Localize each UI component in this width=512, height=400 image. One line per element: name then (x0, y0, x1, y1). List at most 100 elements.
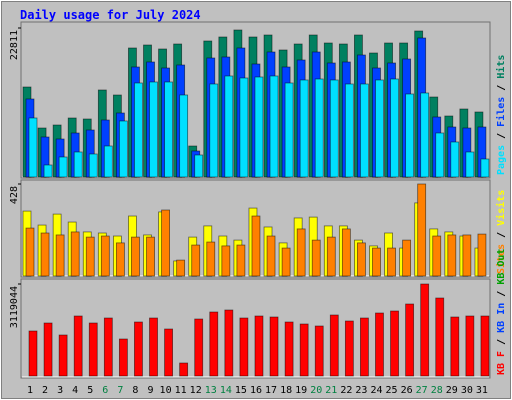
bar (134, 82, 143, 178)
legend-separator: / (496, 333, 507, 351)
bar (239, 317, 249, 377)
bar (28, 117, 38, 178)
y-tick-label: 22811 (9, 30, 20, 60)
legend-entry: KB Out (496, 249, 507, 285)
bar (432, 235, 442, 277)
bar (344, 320, 354, 377)
bar (209, 311, 219, 377)
x-tick-label: 16 (250, 385, 262, 396)
bar (194, 154, 204, 178)
bar (25, 227, 35, 277)
bar (314, 78, 324, 178)
legend-separator: / (496, 285, 507, 303)
bar (149, 317, 158, 377)
x-tick-label: 19 (295, 385, 307, 396)
legend-separator: / (496, 79, 507, 97)
bar (115, 242, 125, 277)
x-tick-label: 13 (205, 385, 217, 396)
x-tick-label: 22 (340, 385, 352, 396)
bar (236, 244, 246, 277)
bar (43, 164, 53, 178)
bar (405, 303, 415, 377)
bar (40, 232, 50, 277)
bar (43, 322, 53, 377)
x-tick-label: 1 (27, 385, 33, 396)
bar (191, 244, 201, 277)
x-tick-label: 27 (416, 385, 428, 396)
x-tick-label: 14 (220, 385, 232, 396)
x-tick-label: 10 (160, 385, 172, 396)
legend-entry: Hits (495, 55, 507, 79)
bar (134, 321, 143, 377)
x-tick-label: 20 (310, 385, 322, 396)
x-tick-label: 7 (117, 385, 123, 396)
legend-entry: Sites (495, 244, 507, 274)
legend-entry: Visits (495, 190, 507, 226)
bar (269, 75, 279, 178)
x-tick-label: 3 (57, 385, 63, 396)
chart-title: Daily usage for July 2024 (20, 8, 201, 22)
bar (450, 141, 460, 178)
bar (73, 315, 83, 377)
x-tick-label: 30 (461, 385, 473, 396)
bar (73, 151, 83, 178)
bar (179, 362, 189, 377)
x-tick-label: 2 (42, 385, 48, 396)
bar (161, 209, 170, 277)
bar (85, 236, 95, 277)
bar (480, 158, 490, 178)
bar (164, 328, 173, 377)
bar (477, 233, 487, 277)
x-tick-label: 26 (401, 385, 413, 396)
bar (375, 312, 384, 377)
bar (224, 75, 234, 178)
legend-separator: / (496, 127, 507, 145)
bar (375, 79, 384, 178)
bar (164, 81, 173, 178)
x-tick-label: 28 (431, 385, 443, 396)
legend-entry: Pages (496, 145, 507, 175)
bar (299, 323, 309, 377)
bar (387, 247, 396, 277)
bar (88, 153, 98, 178)
bar (88, 322, 98, 377)
bar (194, 318, 204, 377)
bar (103, 145, 113, 178)
x-tick-label: 8 (132, 385, 138, 396)
bar (326, 236, 336, 277)
x-tick-label: 21 (325, 385, 337, 396)
bar (179, 94, 189, 178)
bar (405, 93, 415, 178)
bar (311, 239, 321, 277)
x-tick-label: 6 (102, 385, 108, 396)
legend-entry: Files (495, 97, 507, 127)
bar (420, 283, 430, 377)
x-tick-label: 18 (280, 385, 292, 396)
bar (266, 235, 276, 277)
bar (299, 79, 309, 178)
bar (58, 156, 68, 178)
bar (58, 334, 68, 377)
bar (341, 228, 351, 277)
legend: Pages / Files / Hits (495, 55, 507, 175)
x-tick-label: 12 (190, 385, 202, 396)
bar (224, 309, 234, 377)
x-tick-label: 24 (370, 385, 382, 396)
bar (254, 315, 264, 377)
x-tick-label: 4 (72, 385, 78, 396)
bar (251, 215, 261, 277)
bar (462, 234, 472, 277)
bar (55, 234, 65, 277)
bar (360, 83, 369, 178)
x-tick-label: 11 (175, 385, 187, 396)
bar (28, 330, 38, 377)
bar (447, 234, 457, 277)
x-tick-label: 31 (476, 385, 488, 396)
bar (480, 315, 490, 377)
bar (314, 325, 324, 377)
bar (435, 132, 445, 178)
bar (329, 314, 339, 377)
